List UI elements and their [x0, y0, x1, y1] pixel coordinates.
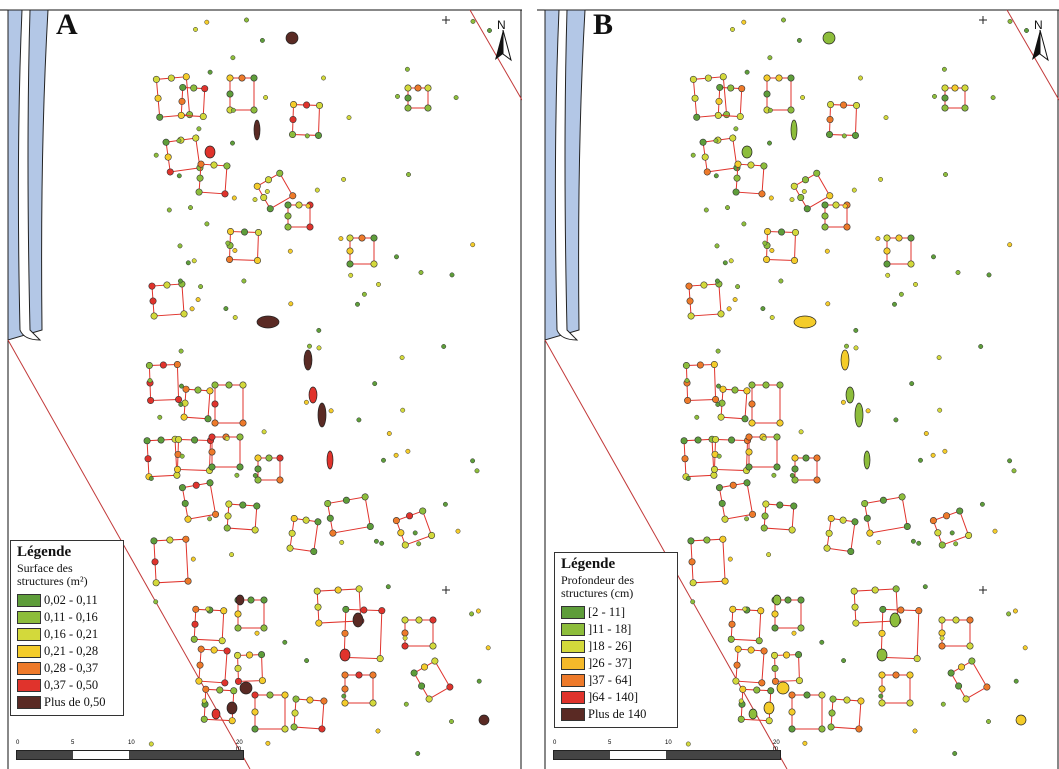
- north-label: N: [1034, 18, 1043, 32]
- legend-swatch: [17, 662, 41, 675]
- legend-swatch: [17, 645, 41, 658]
- legend-item: 0,21 - 0,28: [17, 643, 117, 660]
- legend-item: 0,28 - 0,37: [17, 660, 117, 677]
- map-panel-b: B N Légende Profondeur des structures (c…: [537, 0, 1059, 769]
- scale-tick-label: 10: [665, 740, 672, 746]
- north-arrow-icon: N: [1029, 18, 1051, 66]
- legend-item: ]64 - 140]: [561, 689, 671, 706]
- legend-rows: [2 - 11] ]11 - 18] ]18 - 26] ]26 - 37] ]…: [561, 604, 671, 723]
- legend-swatch: [561, 674, 585, 687]
- legend-label: 0,28 - 0,37: [44, 661, 99, 675]
- legend-swatch: [17, 696, 41, 709]
- legend-label: ]18 - 26]: [588, 639, 632, 653]
- legend-item: 0,11 - 0,16: [17, 609, 117, 626]
- legend-item: 0,37 - 0,50: [17, 677, 117, 694]
- map-canvas-a: [0, 9, 522, 769]
- legend-swatch: [561, 708, 585, 721]
- legend-label: 0,16 - 0,21: [44, 627, 99, 641]
- legend-swatch: [17, 611, 41, 624]
- legend-rows: 0,02 - 0,11 0,11 - 0,16 0,16 - 0,21 0,21…: [17, 592, 117, 711]
- north-label: N: [497, 18, 506, 32]
- legend-title: Légende: [561, 556, 616, 572]
- legend-subtitle: Profondeur des structures (cm): [561, 573, 634, 600]
- legend-item: ]18 - 26]: [561, 638, 671, 655]
- legend-item: Plus de 140: [561, 706, 671, 723]
- legend: Légende Surface des structures (m²) 0,02…: [10, 540, 124, 716]
- legend-item: ]37 - 64]: [561, 672, 671, 689]
- legend-label: 0,02 - 0,11: [44, 593, 98, 607]
- legend-label: ]26 - 37]: [588, 656, 632, 670]
- legend-item: [2 - 11]: [561, 604, 671, 621]
- scale-bar: 0 5 10 20 m: [16, 740, 244, 760]
- legend-item: ]26 - 37]: [561, 655, 671, 672]
- north-arrow-icon: N: [492, 18, 514, 66]
- legend-label: ]11 - 18]: [588, 622, 632, 636]
- scale-tick-label: 20 m: [236, 740, 243, 752]
- legend-item: ]11 - 18]: [561, 621, 671, 638]
- legend: Légende Profondeur des structures (cm) […: [554, 552, 678, 728]
- legend-swatch: [561, 657, 585, 670]
- legend-subtitle: Surface des structures (m²): [17, 561, 88, 588]
- legend-label: ]37 - 64]: [588, 673, 632, 687]
- legend-swatch: [17, 628, 41, 641]
- legend-label: Plus de 0,50: [44, 695, 106, 709]
- legend-label: [2 - 11]: [588, 605, 626, 619]
- scale-tick-label: 5: [71, 740, 75, 746]
- legend-swatch: [17, 594, 41, 607]
- map-canvas-b: [537, 9, 1059, 769]
- legend-swatch: [561, 640, 585, 653]
- legend-swatch: [561, 691, 585, 704]
- legend-label: 0,11 - 0,16: [44, 610, 98, 624]
- scale-tick-label: 0: [16, 740, 20, 746]
- legend-swatch: [17, 679, 41, 692]
- legend-label: ]64 - 140]: [588, 690, 638, 704]
- legend-label: 0,37 - 0,50: [44, 678, 99, 692]
- legend-item: 0,02 - 0,11: [17, 592, 117, 609]
- scale-tick-label: 5: [608, 740, 612, 746]
- legend-item: 0,16 - 0,21: [17, 626, 117, 643]
- legend-swatch: [561, 606, 585, 619]
- scale-tick-label: 10: [128, 740, 135, 746]
- scale-tick-label: 0: [553, 740, 557, 746]
- legend-swatch: [561, 623, 585, 636]
- legend-label: 0,21 - 0,28: [44, 644, 99, 658]
- panel-letter: A: [56, 8, 78, 41]
- panel-letter: B: [593, 8, 614, 41]
- legend-label: Plus de 140: [588, 707, 647, 721]
- legend-title: Légende: [17, 544, 72, 560]
- legend-item: Plus de 0,50: [17, 694, 117, 711]
- scale-tick-label: 20 m: [773, 740, 780, 752]
- scale-bar: 0 5 10 20 m: [553, 740, 781, 760]
- map-panel-a: A N Légende Surface des structures (m²) …: [0, 0, 522, 769]
